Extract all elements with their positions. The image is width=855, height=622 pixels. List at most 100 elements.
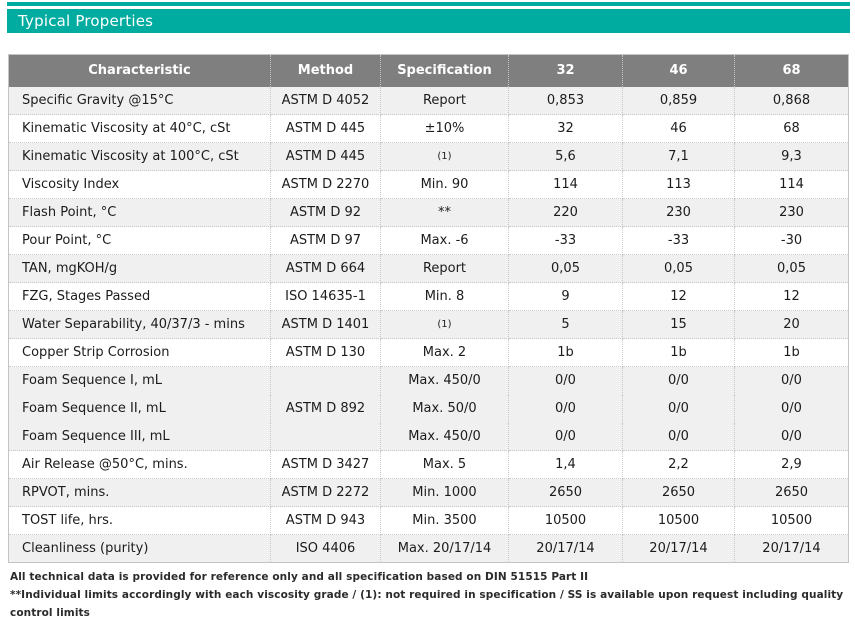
value-cell: 15 xyxy=(622,310,735,339)
footnote-reference: All technical data is provided for refer… xyxy=(10,571,589,583)
method-cell: ASTM D 1401 xyxy=(270,310,381,339)
value-cell: 0/0 xyxy=(622,422,735,451)
value-cell: 230 xyxy=(734,198,849,227)
method-cell: ASTM D 2272 xyxy=(270,478,381,507)
col-header-grade-32: 32 xyxy=(508,54,623,87)
value-cell: -30 xyxy=(734,226,849,255)
footnotes: All technical data is provided for refer… xyxy=(10,568,855,622)
characteristic-cell: Foam Sequence I, mL xyxy=(8,366,271,395)
table-row: Specific Gravity @15°C ASTM D 4052 Report 0… xyxy=(8,86,849,115)
value-cell: 0/0 xyxy=(622,366,735,395)
method-cell: ASTM D 92 xyxy=(270,198,381,227)
value-cell: 10500 xyxy=(734,506,849,535)
value-cell: 1,4 xyxy=(508,450,623,479)
table-row: Copper Strip Corrosion ASTM D 130 Max. 2 1b… xyxy=(8,338,849,367)
table-row: Water Separability, 40/37/3 - mins ASTM D… xyxy=(8,310,849,339)
value-cell: 0/0 xyxy=(734,394,849,423)
characteristic-cell: Air Release @50°C, mins. xyxy=(8,450,271,479)
table-row: Flash Point, °C ASTM D 92 ** 220 230 230 xyxy=(8,198,849,227)
spec-cell: ±10% xyxy=(380,114,509,143)
value-cell: 10500 xyxy=(622,506,735,535)
characteristic-cell: Viscosity Index xyxy=(8,170,271,199)
table-row: TOST life, hrs. ASTM D 943 Min. 3500 10500 1… xyxy=(8,506,849,535)
value-cell: 0/0 xyxy=(508,422,623,451)
value-cell: 0/0 xyxy=(622,394,735,423)
characteristic-cell: Water Separability, 40/37/3 - mins xyxy=(8,310,271,339)
spec-cell: ** xyxy=(380,198,509,227)
table-row: Viscosity Index ASTM D 2270 Min. 90 114 113 1… xyxy=(8,170,849,199)
value-cell: 0/0 xyxy=(508,366,623,395)
table-header-row: Characteristic Method Specification 32 4… xyxy=(8,54,849,87)
value-cell: -33 xyxy=(508,226,623,255)
value-cell: 230 xyxy=(622,198,735,227)
spec-cell: Report xyxy=(380,254,509,283)
col-header-grade-68: 68 xyxy=(734,54,849,87)
table-row: Foam Sequence II, mL Max. 50/0 0/0 0/0 0/0 xyxy=(8,394,849,423)
col-header-method: Method xyxy=(270,54,381,87)
value-cell: 2,9 xyxy=(734,450,849,479)
method-cell: ASTM D 2270 xyxy=(270,170,381,199)
spec-cell: Min. 1000 xyxy=(380,478,509,507)
characteristic-cell: Foam Sequence II, mL xyxy=(8,394,271,423)
method-cell: ASTM D 445 xyxy=(270,114,381,143)
characteristic-cell: Pour Point, °C xyxy=(8,226,271,255)
value-cell: -33 xyxy=(622,226,735,255)
value-cell: 20 xyxy=(734,310,849,339)
value-cell: 46 xyxy=(622,114,735,143)
value-cell: 9,3 xyxy=(734,142,849,171)
value-cell: 68 xyxy=(734,114,849,143)
method-cell: ISO 4406 xyxy=(270,534,381,563)
value-cell: 12 xyxy=(734,282,849,311)
value-cell: 114 xyxy=(508,170,623,199)
method-cell: ASTM D 943 xyxy=(270,506,381,535)
method-cell: ASTM D 445 xyxy=(270,142,381,171)
value-cell: 0,05 xyxy=(508,254,623,283)
value-cell: 2650 xyxy=(508,478,623,507)
spec-cell: Max. 2 xyxy=(380,338,509,367)
value-cell: 0,853 xyxy=(508,86,623,115)
value-cell: 5 xyxy=(508,310,623,339)
method-cell: ASTM D 892 xyxy=(270,366,381,451)
method-cell: ASTM D 97 xyxy=(270,226,381,255)
spec-cell: Max. 5 xyxy=(380,450,509,479)
value-cell: 1b xyxy=(734,338,849,367)
table-body: Specific Gravity @15°C ASTM D 4052 Report 0… xyxy=(8,86,849,563)
value-cell: 20/17/14 xyxy=(734,534,849,563)
table-row: Air Release @50°C, mins. ASTM D 3427 Max. … xyxy=(8,450,849,479)
spec-cell: Max. 50/0 xyxy=(380,394,509,423)
spec-cell: Min. 90 xyxy=(380,170,509,199)
table-row: Pour Point, °C ASTM D 97 Max. -6 -33 -33 -30 xyxy=(8,226,849,255)
characteristic-cell: RPVOT, mins. xyxy=(8,478,271,507)
value-cell: 0,05 xyxy=(734,254,849,283)
table-row: TAN, mgKOH/g ASTM D 664 Report 0,05 0,05 0,05 xyxy=(8,254,849,283)
value-cell: 0/0 xyxy=(508,394,623,423)
characteristic-cell: Cleanliness (purity) xyxy=(8,534,271,563)
value-cell: 0/0 xyxy=(734,422,849,451)
value-cell: 113 xyxy=(622,170,735,199)
table-row: RPVOT, mins. ASTM D 2272 Min. 1000 2650 2650… xyxy=(8,478,849,507)
method-cell: ASTM D 4052 xyxy=(270,86,381,115)
col-header-specification: Specification xyxy=(380,54,509,87)
col-header-grade-46: 46 xyxy=(622,54,735,87)
value-cell: 7,1 xyxy=(622,142,735,171)
method-cell: ASTM D 664 xyxy=(270,254,381,283)
characteristic-cell: Specific Gravity @15°C xyxy=(8,86,271,115)
value-cell: 1b xyxy=(508,338,623,367)
col-header-characteristic: Characteristic xyxy=(8,54,271,87)
characteristic-cell: Kinematic Viscosity at 40°C, cSt xyxy=(8,114,271,143)
value-cell: 2,2 xyxy=(622,450,735,479)
method-cell: ASTM D 130 xyxy=(270,338,381,367)
characteristic-cell: TAN, mgKOH/g xyxy=(8,254,271,283)
value-cell: 1b xyxy=(622,338,735,367)
spec-cell: Min. 8 xyxy=(380,282,509,311)
characteristic-cell: Flash Point, °C xyxy=(8,198,271,227)
value-cell: 20/17/14 xyxy=(622,534,735,563)
table-row: Foam Sequence I, mL ASTM D 892 Max. 450/0 0… xyxy=(8,366,849,451)
section-header: Typical Properties xyxy=(7,9,850,33)
footnote-limits: **Individual limits accordingly with eac… xyxy=(10,589,844,619)
value-cell: 9 xyxy=(508,282,623,311)
properties-table-container: Characteristic Method Specification 32 4… xyxy=(8,54,849,563)
table-row: Kinematic Viscosity at 40°C, cSt ASTM D 4… xyxy=(8,114,849,143)
table-row: Kinematic Viscosity at 100°C, cSt ASTM D … xyxy=(8,142,849,171)
value-cell: 0,05 xyxy=(622,254,735,283)
